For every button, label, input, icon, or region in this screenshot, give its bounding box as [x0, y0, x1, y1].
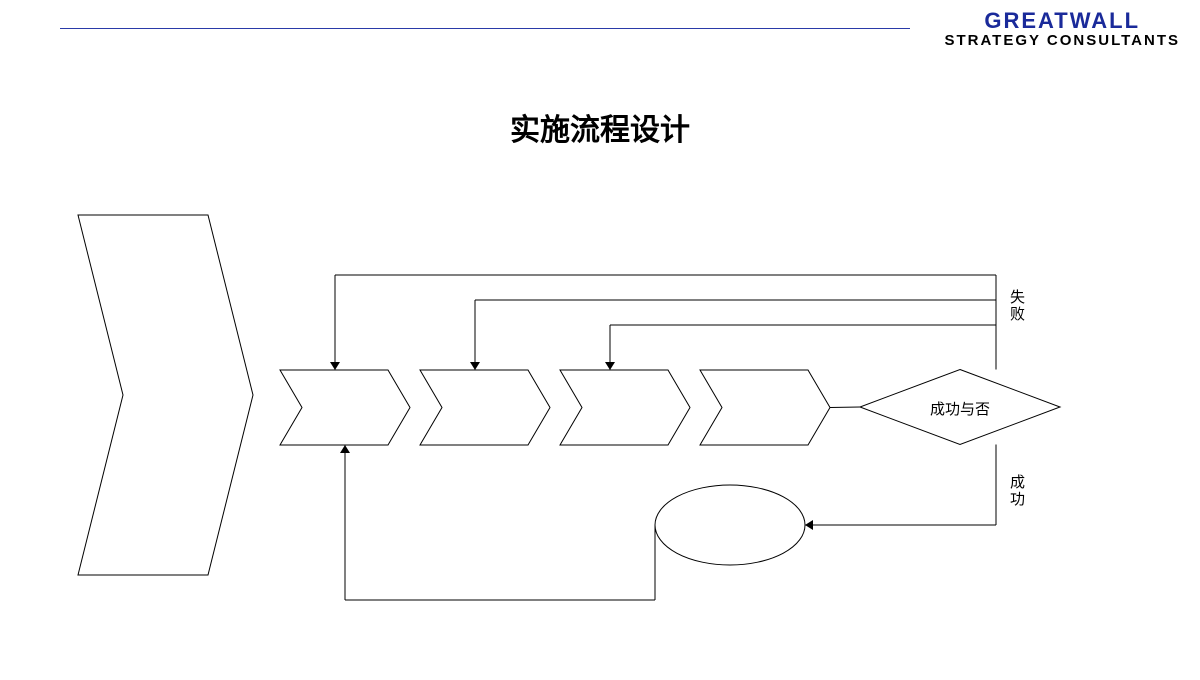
success-label: 成功 [1010, 475, 1025, 508]
flowchart-diagram [0, 0, 1200, 680]
decision-label: 成功与否 [920, 398, 1000, 419]
fail-label: 失败 [1010, 290, 1025, 323]
slide-canvas: GREATWALL STRATEGY CONSULTANTS 实施流程设计 成功… [0, 0, 1200, 680]
